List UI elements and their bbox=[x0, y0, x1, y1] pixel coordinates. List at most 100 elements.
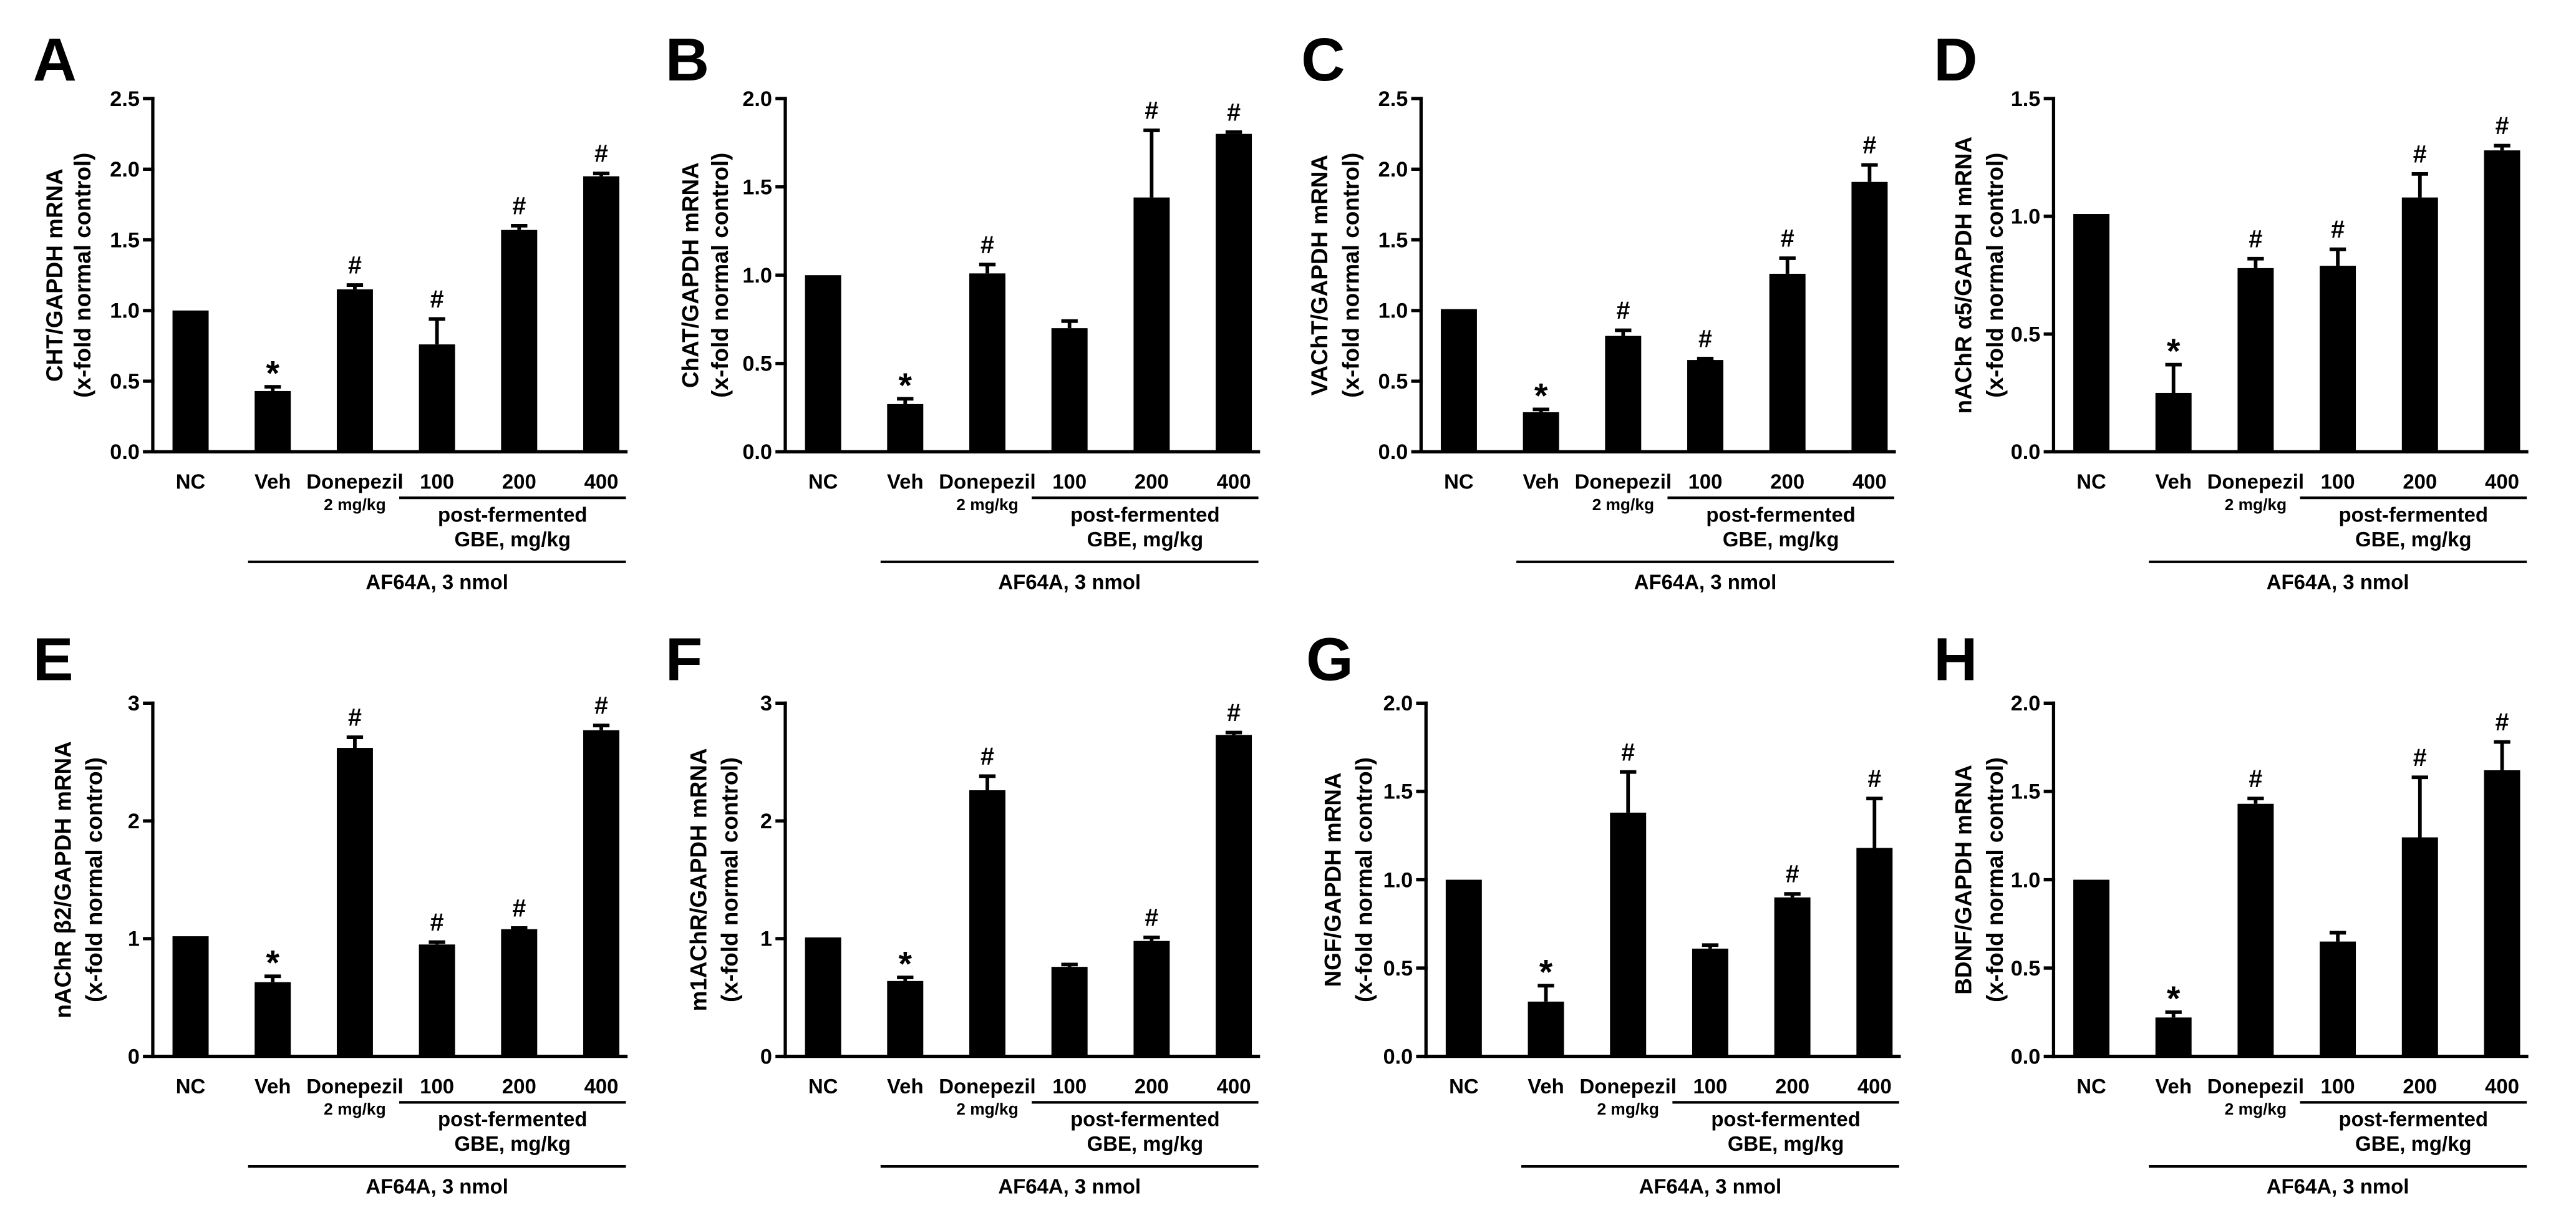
x-tick-label: NC bbox=[176, 1075, 206, 1098]
y-tick-label: 2 bbox=[128, 810, 140, 833]
x-tick-label: 100 bbox=[1693, 1075, 1727, 1098]
x-tick-label: 100 bbox=[2321, 470, 2355, 493]
y-axis-label: (x-fold normal control) bbox=[1351, 757, 1377, 1002]
y-axis-label: (x-fold normal control) bbox=[1338, 153, 1363, 398]
bar-200 bbox=[1133, 941, 1170, 1057]
y-tick-label: 2.0 bbox=[1383, 692, 1413, 715]
x-tick-label: 200 bbox=[502, 1075, 536, 1098]
x-tick-label: 200 bbox=[1135, 470, 1169, 493]
significance-mark: # bbox=[1786, 861, 1799, 888]
x-tick-label: Donepezil bbox=[2207, 1075, 2304, 1098]
panel-label: H bbox=[1934, 625, 1977, 693]
bar-100 bbox=[2320, 941, 2356, 1057]
panel-a: A CHT/GAPDH mRNA (x-fold normal control) NC… bbox=[33, 26, 628, 593]
y-tick-label: 2.0 bbox=[1378, 158, 1408, 182]
group-label: post-fermented bbox=[438, 1108, 588, 1131]
bar-veh bbox=[1523, 412, 1559, 452]
significance-mark: # bbox=[1145, 904, 1158, 932]
x-tick-label: Veh bbox=[1523, 470, 1559, 493]
bar-nc bbox=[805, 275, 841, 452]
x-tick-label: 400 bbox=[2485, 1075, 2519, 1098]
bar-100 bbox=[1051, 328, 1088, 452]
group-label: GBE, mg/kg bbox=[1728, 1132, 1844, 1155]
significance-mark: # bbox=[2331, 216, 2345, 243]
y-tick-label: 0.5 bbox=[2011, 957, 2041, 980]
group-label: GBE, mg/kg bbox=[2355, 528, 2472, 551]
y-tick-label: 1.0 bbox=[2011, 205, 2041, 229]
x-tick-label: 400 bbox=[2485, 470, 2519, 493]
y-tick-label: 1.5 bbox=[1378, 228, 1408, 252]
significance-mark: # bbox=[1698, 325, 1712, 352]
dose-sublabel: 2 mg/kg bbox=[2225, 1100, 2287, 1118]
bar-veh bbox=[887, 404, 924, 452]
bar-200 bbox=[501, 230, 538, 452]
bar-nc bbox=[2073, 879, 2109, 1057]
bar-nc bbox=[1445, 879, 1482, 1057]
x-tick-label: 100 bbox=[1052, 470, 1087, 493]
y-tick-label: 0 bbox=[760, 1045, 772, 1068]
y-tick-label: 2.0 bbox=[2011, 692, 2041, 715]
y-axis-label: (x-fold normal control) bbox=[81, 757, 107, 1002]
x-tick-label: Donepezil bbox=[939, 1075, 1035, 1098]
significance-mark: # bbox=[2413, 140, 2427, 168]
x-tick-label: 100 bbox=[1052, 1075, 1087, 1098]
treatment-label: AF64A, 3 nmol bbox=[2267, 1175, 2409, 1198]
dose-sublabel: 2 mg/kg bbox=[1597, 1100, 1659, 1118]
y-axis-label: BDNF/GAPDH mRNA bbox=[1951, 765, 1977, 995]
significance-mark: * bbox=[899, 366, 913, 405]
treatment-label: AF64A, 3 nmol bbox=[998, 570, 1141, 593]
significance-mark: # bbox=[348, 704, 362, 732]
bar-100 bbox=[2320, 266, 2356, 452]
y-tick-label: 0.5 bbox=[1378, 370, 1408, 394]
significance-mark: # bbox=[1227, 99, 1241, 126]
group-label: GBE, mg/kg bbox=[2355, 1132, 2472, 1155]
y-tick-label: 2.0 bbox=[742, 87, 772, 111]
x-tick-label: 200 bbox=[2403, 470, 2437, 493]
y-axis-label: VAChT/GAPDH mRNA bbox=[1307, 155, 1332, 395]
x-tick-label: 200 bbox=[1135, 1075, 1169, 1098]
significance-mark: # bbox=[981, 231, 994, 259]
bar-veh bbox=[254, 390, 291, 452]
y-tick-label: 0.5 bbox=[742, 352, 772, 376]
significance-mark: # bbox=[512, 192, 526, 220]
y-axis-label: nAChR α5/GAPDH mRNA bbox=[1951, 137, 1977, 414]
x-tick-label: 400 bbox=[584, 1075, 619, 1098]
y-axis-label: ChAT/GAPDH mRNA bbox=[677, 162, 703, 388]
x-tick-label: 100 bbox=[420, 1075, 454, 1098]
bar-donepezil bbox=[336, 289, 373, 452]
significance-mark: # bbox=[1621, 738, 1635, 766]
bar-veh bbox=[254, 982, 291, 1057]
treatment-label: AF64A, 3 nmol bbox=[1639, 1175, 1782, 1198]
y-tick-label: 0.0 bbox=[742, 440, 772, 464]
significance-mark: # bbox=[1862, 132, 1876, 159]
significance-mark: # bbox=[430, 286, 444, 313]
y-tick-label: 3 bbox=[760, 692, 772, 715]
x-tick-label: 400 bbox=[1217, 470, 1251, 493]
significance-mark: # bbox=[2249, 225, 2262, 253]
panel-label: C bbox=[1301, 26, 1345, 94]
panel-g: G NGF/GAPDH mRNA (x-fold normal control) NC… bbox=[1306, 625, 1901, 1198]
bar-veh bbox=[2155, 1017, 2192, 1057]
panel-b: B ChAT/GAPDH mRNA (x-fold normal control) N… bbox=[666, 26, 1261, 593]
y-tick-label: 2.0 bbox=[110, 158, 140, 182]
bar-veh bbox=[1528, 1001, 1564, 1057]
significance-mark: # bbox=[2495, 112, 2509, 140]
panel-label: B bbox=[666, 26, 709, 94]
panel-h: H BDNF/GAPDH mRNA (x-fold normal control) N… bbox=[1934, 625, 2529, 1198]
x-tick-label: 200 bbox=[2403, 1075, 2437, 1098]
dose-sublabel: 2 mg/kg bbox=[324, 1100, 386, 1118]
y-tick-label: 0.0 bbox=[110, 440, 140, 464]
significance-mark: * bbox=[266, 354, 279, 393]
bar-nc bbox=[805, 937, 841, 1057]
x-tick-label: Veh bbox=[2155, 1075, 2192, 1098]
x-tick-label: Veh bbox=[254, 470, 291, 493]
x-tick-label: Donepezil bbox=[306, 470, 403, 493]
significance-mark: # bbox=[348, 252, 362, 279]
dose-sublabel: 2 mg/kg bbox=[956, 495, 1019, 514]
significance-mark: # bbox=[1616, 297, 1630, 324]
y-axis-label: m1AChR/GAPDH mRNA bbox=[686, 748, 712, 1012]
y-axis-label: nAChR β2/GAPDH mRNA bbox=[50, 741, 75, 1018]
y-tick-label: 0.0 bbox=[2011, 1045, 2041, 1068]
x-tick-label: 400 bbox=[1857, 1075, 1892, 1098]
